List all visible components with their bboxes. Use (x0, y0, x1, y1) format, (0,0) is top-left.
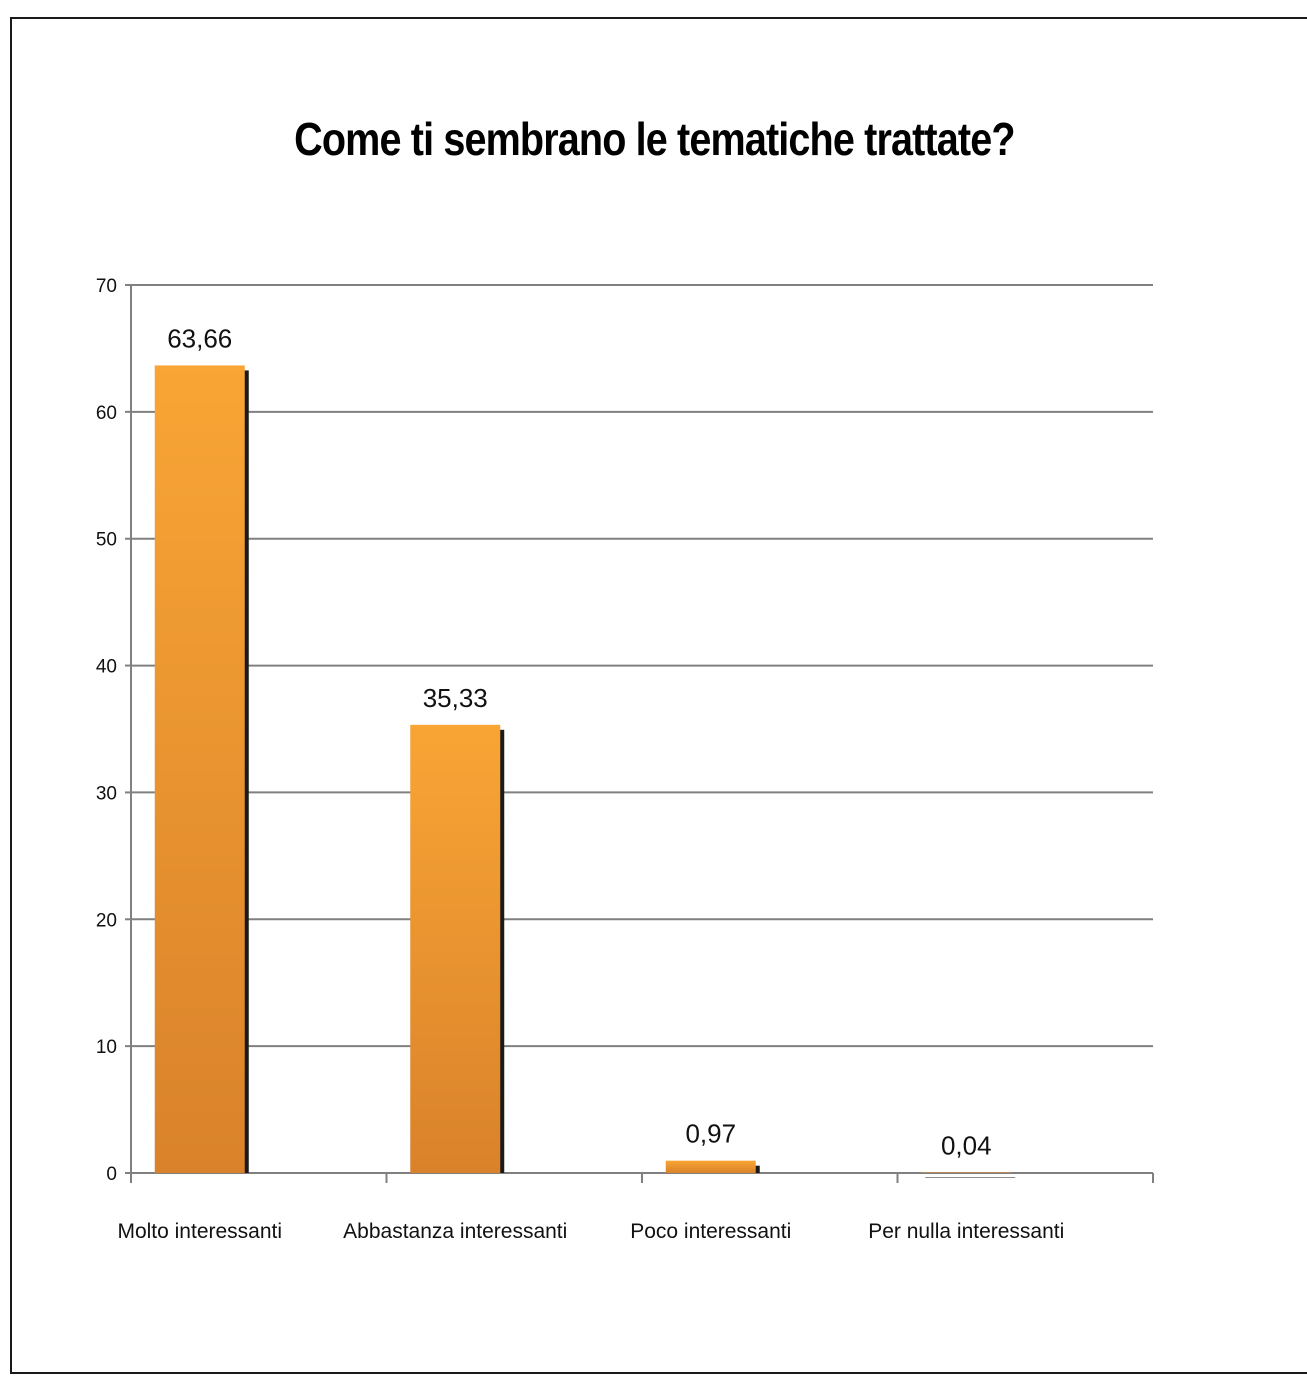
y-tick-label: 70 (96, 276, 117, 297)
y-tick-label: 40 (96, 657, 117, 678)
bar-4 (921, 1172, 1012, 1173)
category-label: Molto interessanti (117, 1220, 282, 1243)
labels: 0 10 20 30 40 50 60 70 63,66 Molto interessanti 35… (96, 276, 1064, 1243)
bar-3 (665, 1160, 756, 1173)
bar-1 (154, 365, 245, 1173)
bar-2 (410, 724, 501, 1173)
chart-title: Come ti sembrano le tematiche trattate? (294, 113, 1015, 165)
category-label: Poco interessanti (630, 1220, 791, 1243)
axes (125, 284, 1154, 1183)
category-label: Per nulla interessanti (868, 1220, 1064, 1243)
data-label: 63,66 (167, 323, 232, 353)
bars (154, 365, 1016, 1178)
gridlines (131, 284, 1153, 1048)
y-tick-label: 30 (96, 783, 117, 804)
y-tick-label: 60 (96, 403, 117, 424)
data-label: 35,33 (423, 683, 488, 713)
bar-shadow (925, 1177, 1016, 1178)
data-label: 0,04 (941, 1130, 992, 1160)
y-tick-label: 0 (106, 1164, 117, 1185)
chart-frame (10, 17, 1307, 1374)
y-tick-label: 10 (96, 1037, 117, 1058)
data-label: 0,97 (685, 1119, 736, 1149)
y-tick-label: 20 (96, 910, 117, 931)
category-label: Abbastanza interessanti (343, 1220, 567, 1243)
y-tick-label: 50 (96, 530, 117, 551)
